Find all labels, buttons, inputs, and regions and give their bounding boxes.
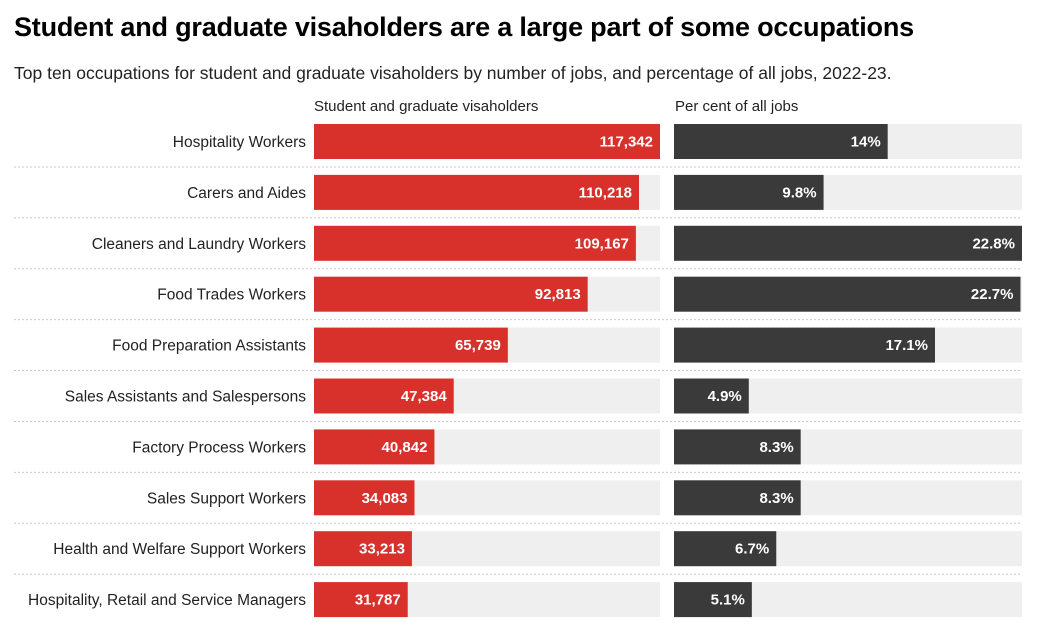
visaholders-value-label: 110,218 — [579, 184, 632, 201]
visaholders-value-label: 47,384 — [401, 388, 448, 405]
visaholders-bar — [314, 531, 412, 567]
category-label: Cleaners and Laundry Workers — [92, 236, 306, 253]
percent-value-label: 6.7% — [735, 541, 769, 558]
percent-value-label: 5.1% — [711, 592, 745, 609]
category-label: Health and Welfare Support Workers — [53, 541, 306, 558]
percent-value-label: 22.7% — [971, 286, 1014, 303]
visaholders-value-label: 33,213 — [359, 541, 405, 558]
visaholders-value-label: 65,739 — [455, 337, 501, 354]
category-label: Factory Process Workers — [132, 439, 306, 456]
visaholders-bar — [314, 124, 660, 159]
category-label: Sales Support Workers — [147, 490, 306, 507]
percent-value-label: 8.3% — [759, 490, 793, 507]
percent-bar — [674, 124, 888, 159]
percent-bar — [674, 327, 935, 363]
visaholders-bar — [314, 582, 408, 618]
percent-bar — [674, 378, 749, 414]
visaholders-value-label: 40,842 — [382, 439, 428, 456]
visaholders-bar — [314, 327, 508, 363]
visaholders-column-header: Student and graduate visaholders — [314, 98, 539, 115]
category-label: Hospitality Workers — [173, 134, 306, 151]
visaholders-bar — [314, 174, 639, 210]
percent-value-label: 4.9% — [708, 388, 742, 405]
percent-value-label: 14% — [851, 134, 881, 151]
percent-bar — [674, 276, 1021, 312]
visaholders-value-label: 34,083 — [362, 490, 408, 507]
percent-bar — [674, 480, 801, 516]
visaholders-value-label: 109,167 — [575, 235, 629, 252]
percent-value-label: 22.8% — [972, 235, 1015, 252]
percent-column-header: Per cent of all jobs — [675, 98, 799, 115]
percent-value-label: 17.1% — [885, 337, 928, 354]
category-label: Hospitality, Retail and Service Managers — [28, 592, 306, 609]
percent-bar — [674, 225, 1022, 261]
visaholders-bar — [314, 429, 435, 465]
visaholders-bar — [314, 378, 454, 414]
percent-bar — [674, 174, 824, 210]
chart-title: Student and graduate visaholders are a l… — [14, 12, 914, 42]
visaholders-bar — [314, 276, 588, 312]
percent-value-label: 9.8% — [782, 184, 816, 201]
category-label: Food Trades Workers — [157, 287, 306, 304]
visaholders-value-label: 31,787 — [355, 592, 401, 609]
category-label: Carers and Aides — [187, 185, 306, 202]
percent-bar — [674, 582, 752, 618]
percent-value-label: 8.3% — [759, 439, 793, 456]
visaholders-value-label: 117,342 — [600, 134, 653, 151]
category-label: Food Preparation Assistants — [112, 338, 306, 355]
category-label: Sales Assistants and Salespersons — [65, 389, 306, 406]
percent-bar — [674, 531, 777, 567]
visaholders-bar — [314, 225, 636, 261]
percent-bar — [674, 429, 801, 465]
visaholders-bar — [314, 480, 415, 516]
visaholders-value-label: 92,813 — [535, 286, 581, 303]
chart-subtitle: Top ten occupations for student and grad… — [14, 63, 892, 83]
